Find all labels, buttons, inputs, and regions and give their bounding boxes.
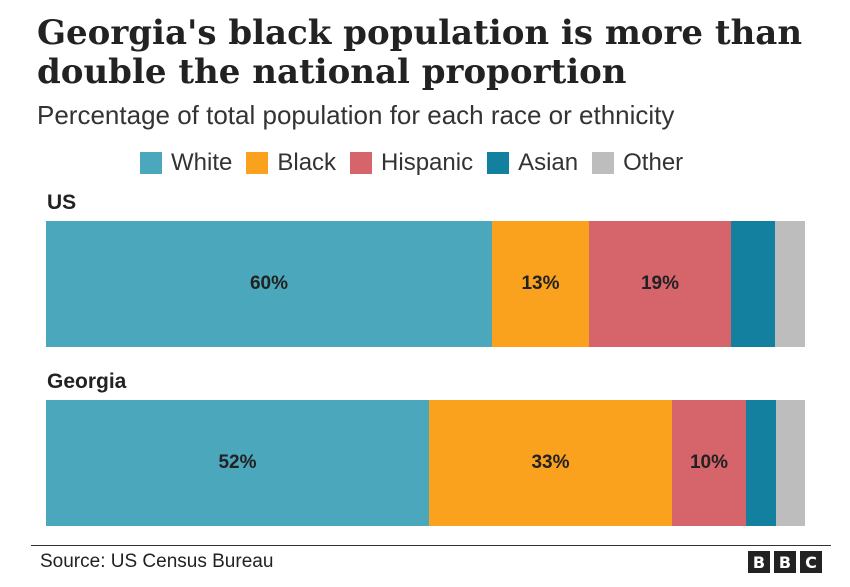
group-label-us: US [47, 191, 77, 214]
bbc-logo-letter: B [748, 551, 770, 573]
bar-segment-georgia-black: 33% [429, 400, 672, 526]
legend-label-asian: Asian [518, 149, 579, 176]
chart-title: Georgia's black population is more than … [37, 13, 803, 92]
legend-label-black: Black [277, 149, 337, 176]
legend: White Black Hispanic Asian Other [140, 148, 697, 178]
legend-item-white: White [140, 149, 232, 177]
bar-segment-us-white: 60% [46, 221, 492, 347]
legend-label-hispanic: Hispanic [381, 149, 474, 176]
bar-row-georgia: 52% 33% 10% [46, 400, 805, 526]
data-label-us-white: 60% [249, 273, 289, 294]
data-label-georgia-black: 33% [531, 452, 570, 473]
chart-subtitle: Percentage of total population for each … [37, 100, 675, 130]
source-divider [31, 545, 831, 546]
legend-item-other: Other [592, 149, 683, 177]
data-label-georgia-white: 52% [218, 452, 257, 473]
legend-label-white: White [171, 149, 233, 176]
data-label-us-hispanic: 19% [640, 273, 680, 294]
legend-swatch-other [592, 152, 615, 174]
bar-segment-us-asian [731, 221, 775, 347]
bbc-logo-letter: B [774, 551, 796, 573]
bar-segment-georgia-white: 52% [46, 400, 429, 526]
legend-swatch-hispanic [350, 152, 373, 174]
legend-swatch-white [140, 152, 162, 174]
legend-label-other: Other [623, 149, 684, 176]
legend-item-asian: Asian [487, 149, 578, 177]
legend-swatch-black [246, 152, 269, 174]
bar-segment-us-hispanic: 19% [589, 221, 731, 347]
bbc-logo-letter: C [800, 551, 822, 573]
bar-segment-us-black: 13% [492, 221, 589, 347]
bar-segment-georgia-asian [746, 400, 776, 526]
bar-segment-georgia-hispanic: 10% [672, 400, 746, 526]
legend-swatch-asian [487, 152, 510, 174]
bar-segment-georgia-other [776, 400, 805, 526]
source-note: Source: US Census Bureau [40, 551, 274, 572]
group-label-georgia: Georgia [47, 370, 127, 393]
legend-item-black: Black [246, 149, 336, 177]
data-label-georgia-hispanic: 10% [689, 452, 729, 473]
data-label-us-black: 13% [521, 273, 560, 294]
legend-item-hispanic: Hispanic [350, 149, 473, 177]
bar-segment-us-other [775, 221, 805, 347]
bar-row-us: 60% 13% 19% [46, 221, 805, 347]
